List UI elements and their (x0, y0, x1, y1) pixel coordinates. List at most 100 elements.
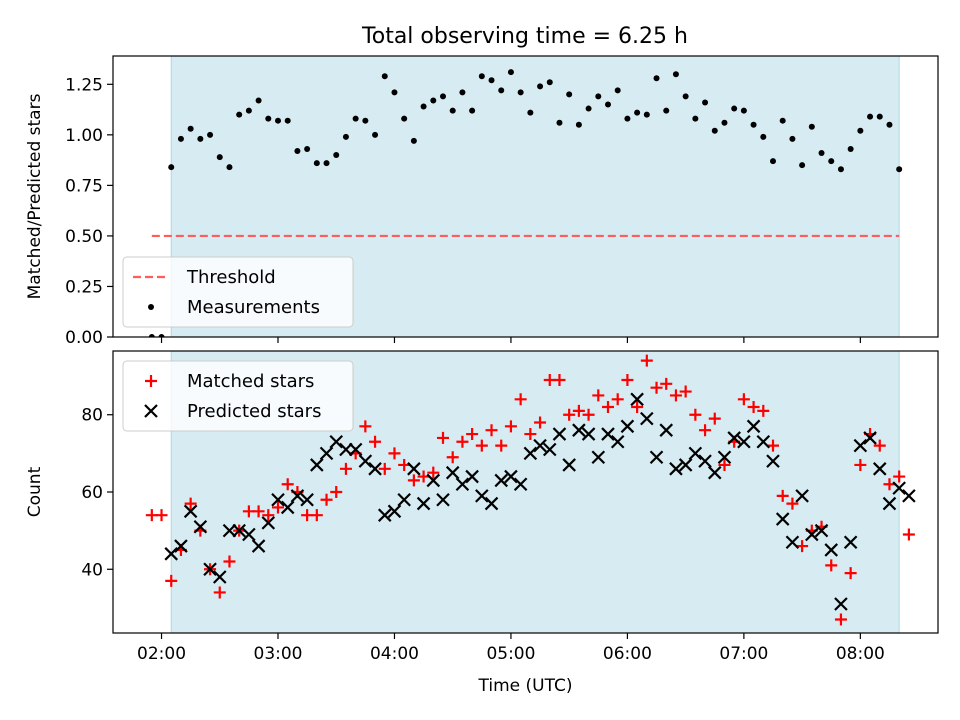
predicted-point (407, 462, 421, 476)
y-tick-label: 1.25 (65, 75, 103, 95)
matched-point (582, 408, 595, 421)
y-tick-label: 0.50 (65, 227, 103, 247)
matched-point (563, 408, 576, 421)
predicted-point (494, 473, 509, 488)
y-axis-label: Count (25, 466, 45, 517)
x-tick-label: 05:00 (486, 644, 535, 664)
measurement-point (614, 87, 621, 94)
measurement-point (459, 89, 466, 96)
measurement-point (245, 107, 252, 114)
measurement-point (381, 73, 388, 80)
predicted-point (717, 450, 732, 465)
predicted-point (649, 450, 664, 465)
predicted-point (853, 438, 868, 453)
top-panel: 0.00 0.25 0.50 0.75 1.00 1.25 Matched/Predicte… (25, 55, 939, 348)
matched-point (456, 435, 469, 448)
predicted-point (707, 465, 722, 480)
predicted-point (465, 469, 479, 484)
measurement-point (663, 107, 670, 114)
measurement-point (294, 148, 301, 155)
predicted-point (581, 427, 596, 441)
predicted-point (242, 527, 256, 542)
matched-point (825, 559, 838, 572)
measurement-point (711, 127, 718, 134)
predicted-point (902, 489, 916, 503)
measurement-point (837, 166, 844, 173)
y-tick-label: 0.00 (65, 328, 103, 348)
measurement-point (410, 137, 417, 144)
predicted-point (775, 512, 790, 526)
predicted-point (445, 465, 460, 480)
matched-point (834, 613, 847, 626)
predicted-point (397, 492, 411, 507)
predicted-point (475, 489, 489, 503)
measurement-point (847, 145, 854, 152)
measurement-point (148, 334, 155, 337)
x-tick-label: 08:00 (836, 644, 885, 664)
matched-point (514, 393, 527, 406)
matched-point (708, 412, 721, 425)
measurement-point (537, 83, 544, 90)
legend: Matched stars Predicted stars (122, 360, 354, 432)
measurement-point (420, 103, 427, 110)
measurement-point (585, 105, 592, 112)
predicted-point (746, 419, 761, 434)
y-tick-label: 0.25 (65, 277, 103, 297)
measurement-point (721, 119, 728, 126)
measurement-point (197, 135, 204, 142)
measurement-point (430, 97, 437, 104)
matched-point (747, 401, 760, 414)
matched-point (893, 470, 906, 483)
predicted-point (785, 535, 800, 549)
predicted-point (562, 458, 576, 472)
measurement-point (799, 162, 806, 169)
matched-point (223, 555, 236, 568)
measurement-point (682, 93, 689, 100)
measurement-point (808, 123, 815, 130)
x-axis-label: Time (UTC) (478, 676, 573, 696)
matched-point (281, 478, 294, 491)
figure-title: Total observing time = 6.25 h (361, 24, 688, 49)
matched-point (572, 404, 585, 417)
x-tick-label: 04:00 (370, 644, 419, 664)
measurement-point (507, 69, 514, 76)
measurement-point (362, 117, 369, 124)
measurement-point (177, 135, 184, 142)
predicted-point (882, 496, 897, 511)
y-tick-label: 0.75 (65, 176, 103, 196)
measurement-point (352, 115, 359, 122)
measurement-point (702, 99, 709, 106)
predicted-point (232, 523, 246, 538)
matched-point (689, 408, 702, 421)
measurement-point (575, 121, 582, 128)
matched-point (524, 428, 537, 441)
matched-point (155, 509, 168, 522)
measurement-point (653, 75, 660, 82)
matched-point (737, 393, 750, 406)
matched-point (495, 439, 508, 452)
matched-point (262, 509, 275, 522)
legend-label: Matched stars (187, 371, 314, 392)
predicted-point (610, 435, 625, 449)
measurement-point (672, 71, 679, 78)
measurement-point (527, 109, 534, 116)
matched-point (660, 377, 673, 390)
measurement-point (760, 133, 767, 140)
predicted-point (261, 516, 276, 530)
measurement-point (401, 115, 408, 122)
predicted-point (698, 454, 712, 468)
measurement-point (886, 121, 893, 128)
measurement-point (342, 133, 349, 140)
predicted-point (251, 539, 266, 553)
predicted-point (669, 462, 683, 476)
predicted-point (436, 492, 450, 507)
measurement-point (517, 89, 524, 96)
predicted-point (348, 442, 363, 457)
x-tick-label: 06:00 (603, 644, 652, 664)
matched-point (718, 458, 731, 471)
measurement-point (168, 164, 175, 171)
matched-point (640, 354, 653, 367)
measurement-point (867, 113, 874, 120)
matched-point (165, 574, 178, 587)
legend-matched-marker (145, 375, 157, 387)
